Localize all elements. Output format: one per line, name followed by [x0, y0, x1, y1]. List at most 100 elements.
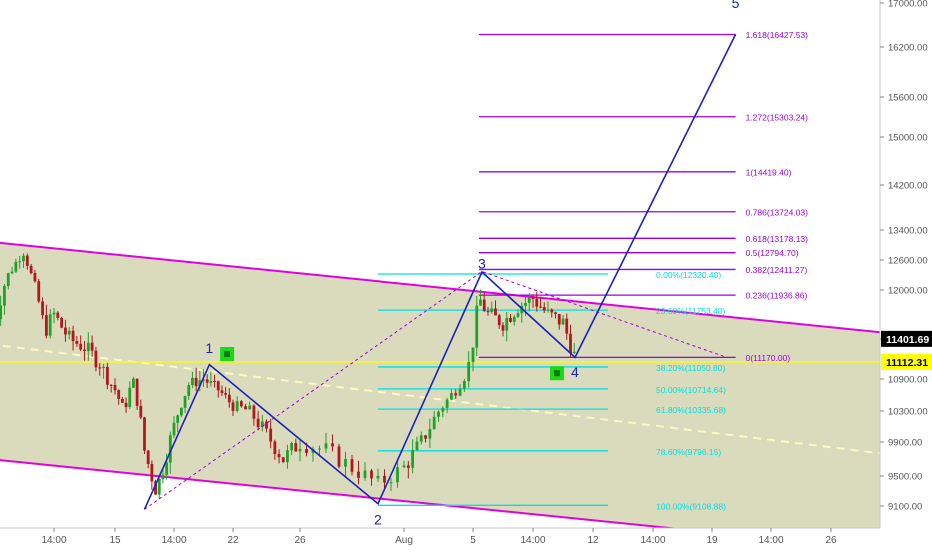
candle-body [202, 379, 205, 381]
candle-body [441, 407, 445, 412]
fib-extension-label: 1.618(16427.53) [746, 30, 809, 40]
candle-body [512, 316, 516, 322]
candle-body [71, 330, 75, 342]
fib-extension-label: 0.382(12411.27) [746, 265, 808, 275]
flag-mark [554, 370, 560, 377]
candle-body [216, 381, 220, 391]
fib-extension-label: 0.618(13178.13) [746, 234, 809, 244]
fib-retracement-label: 61.80%(10335.68) [656, 405, 726, 415]
candle-body [273, 441, 277, 455]
candle-body [428, 429, 432, 439]
candle-body [350, 459, 354, 472]
candle-body [6, 273, 10, 286]
candle-body [224, 393, 228, 395]
candle-body [546, 309, 550, 311]
wave-label: 3 [478, 256, 486, 272]
fib-retracement-label: 23.60%(11753.48) [656, 306, 725, 316]
candle-body [450, 393, 453, 400]
price-tag [881, 354, 932, 371]
candle-body [157, 478, 161, 495]
candle-body [220, 390, 224, 394]
candle-body [305, 448, 308, 453]
y-tick-label: 17000.00 [888, 0, 928, 10]
fib-extension-label: 0.5(12794.70) [746, 248, 799, 258]
candle-body [239, 401, 243, 407]
candle-body [83, 349, 86, 352]
candle-body [458, 388, 462, 396]
y-axis-panel [880, 0, 932, 550]
y-tick-label: 10900.00 [888, 375, 928, 386]
candle-body [337, 446, 341, 467]
candle-body [572, 351, 576, 354]
candle-body [357, 471, 360, 478]
candle-body [191, 377, 194, 386]
x-tick-label: 14:00 [758, 535, 783, 546]
x-tick-label: 5 [470, 535, 476, 546]
x-tick-label: 26 [825, 535, 837, 546]
candle-body [277, 454, 281, 458]
candle-body [383, 475, 386, 483]
candle-body [120, 398, 124, 403]
candle-body [494, 308, 497, 316]
candle-body [265, 421, 268, 429]
price-tag-label: 11112.31 [886, 357, 928, 369]
y-tick-label: 15600.00 [888, 93, 928, 104]
candle-body [52, 312, 56, 315]
candle-body [318, 448, 321, 450]
y-tick-label: 9100.00 [888, 502, 922, 513]
y-tick-label: 13400.00 [888, 226, 928, 237]
fib-extension-label: 0.786(13724.03) [746, 207, 809, 217]
candle-body [565, 318, 569, 334]
candle-body [33, 273, 37, 282]
candle-body [415, 441, 419, 451]
candle-body [18, 261, 22, 263]
channel-fill [0, 242, 906, 553]
candle-body [165, 462, 169, 475]
green-flag-icon [220, 347, 235, 361]
candle-body [424, 435, 427, 439]
green-flag-icon [550, 366, 564, 381]
candle-body [86, 342, 90, 352]
candle-body [569, 333, 572, 354]
candle-body [139, 405, 143, 418]
channel-upper-line [0, 241, 907, 336]
candle-body [497, 315, 501, 326]
candle-body [486, 311, 490, 313]
x-tick-label: 14:00 [520, 535, 545, 546]
candle-body [168, 435, 172, 463]
candle-body [286, 450, 289, 463]
candle-body [471, 347, 475, 362]
wave-label: 1 [205, 340, 213, 356]
fib-extension-label: 0.236(11936.86) [746, 291, 808, 301]
wave-label: 4 [571, 364, 579, 380]
candle-body [505, 317, 509, 331]
candle-body [128, 387, 132, 408]
candle-body [102, 366, 105, 369]
candle-body [3, 285, 6, 306]
candle-body [406, 465, 410, 468]
candle-body [150, 463, 154, 482]
candle-body [376, 475, 380, 479]
candle-body [550, 309, 554, 313]
candle-body [205, 379, 209, 383]
fib-retracement-label: 50.00%(10714.64) [656, 385, 726, 395]
candle-body [44, 315, 48, 336]
candle-body [41, 301, 44, 316]
candle-body [194, 377, 198, 387]
candle-body [419, 435, 423, 442]
candle-body [524, 302, 527, 306]
fib-retracement-label: 0.00%(12320.40) [656, 270, 721, 280]
candle-body [527, 297, 531, 303]
candle-body [432, 416, 436, 430]
candle-body [154, 481, 157, 495]
candle-body [198, 380, 202, 387]
wave-line [143, 33, 737, 510]
elliott-waves: 1 2 3 4 5 [143, 0, 740, 527]
x-axis-panel [0, 528, 932, 550]
y-tick-label: 12600.00 [888, 256, 928, 267]
y-tick-label: 16200.00 [888, 43, 928, 54]
candle-body [67, 330, 71, 335]
